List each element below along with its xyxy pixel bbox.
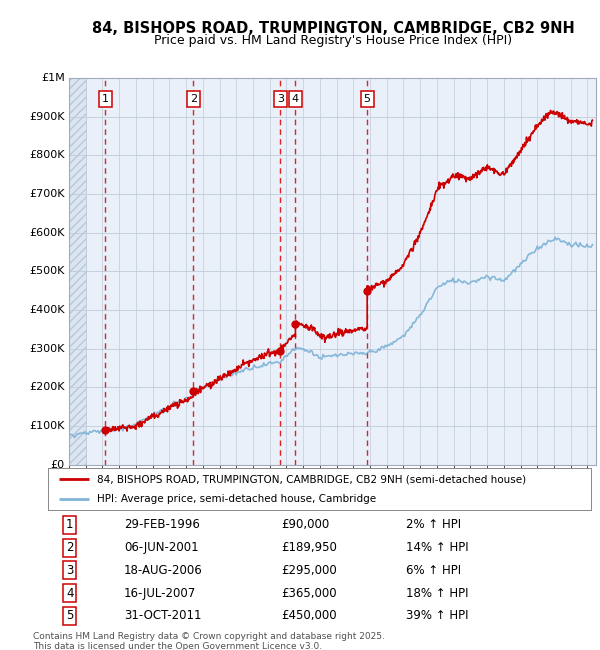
Text: 84, BISHOPS ROAD, TRUMPINGTON, CAMBRIDGE, CB2 9NH: 84, BISHOPS ROAD, TRUMPINGTON, CAMBRIDGE… <box>92 21 574 36</box>
Text: 1: 1 <box>101 94 109 104</box>
Text: 29-FEB-1996: 29-FEB-1996 <box>124 519 200 532</box>
Text: £450,000: £450,000 <box>281 610 337 623</box>
Text: £300K: £300K <box>29 344 65 354</box>
Text: £1M: £1M <box>41 73 65 83</box>
Text: 18-AUG-2006: 18-AUG-2006 <box>124 564 203 577</box>
Bar <box>69 78 86 465</box>
Text: 2: 2 <box>66 541 73 554</box>
Text: 2: 2 <box>190 94 197 104</box>
Text: Contains HM Land Registry data © Crown copyright and database right 2025.
This d: Contains HM Land Registry data © Crown c… <box>33 632 385 650</box>
Text: 31-OCT-2011: 31-OCT-2011 <box>124 610 202 623</box>
Text: 5: 5 <box>364 94 371 104</box>
Text: 4: 4 <box>66 586 73 599</box>
Text: £900K: £900K <box>29 112 65 122</box>
Text: £700K: £700K <box>29 189 65 199</box>
Text: £365,000: £365,000 <box>281 586 337 599</box>
Text: £400K: £400K <box>29 305 65 315</box>
Text: 3: 3 <box>66 564 73 577</box>
Text: £0: £0 <box>50 460 65 470</box>
Text: 1: 1 <box>66 519 73 532</box>
Text: £200K: £200K <box>29 382 65 393</box>
Text: £90,000: £90,000 <box>281 519 330 532</box>
Text: 5: 5 <box>66 610 73 623</box>
Text: 84, BISHOPS ROAD, TRUMPINGTON, CAMBRIDGE, CB2 9NH (semi-detached house): 84, BISHOPS ROAD, TRUMPINGTON, CAMBRIDGE… <box>97 474 526 484</box>
Text: Price paid vs. HM Land Registry's House Price Index (HPI): Price paid vs. HM Land Registry's House … <box>154 34 512 47</box>
Text: 4: 4 <box>292 94 299 104</box>
Text: HPI: Average price, semi-detached house, Cambridge: HPI: Average price, semi-detached house,… <box>97 494 376 504</box>
Text: £100K: £100K <box>29 421 65 431</box>
Text: 39% ↑ HPI: 39% ↑ HPI <box>406 610 469 623</box>
Text: £295,000: £295,000 <box>281 564 337 577</box>
Text: 6% ↑ HPI: 6% ↑ HPI <box>406 564 461 577</box>
Text: 2% ↑ HPI: 2% ↑ HPI <box>406 519 461 532</box>
Text: 14% ↑ HPI: 14% ↑ HPI <box>406 541 469 554</box>
Text: 16-JUL-2007: 16-JUL-2007 <box>124 586 196 599</box>
Text: 3: 3 <box>277 94 284 104</box>
Text: £800K: £800K <box>29 150 65 161</box>
Text: 06-JUN-2001: 06-JUN-2001 <box>124 541 199 554</box>
Text: £500K: £500K <box>29 266 65 276</box>
Text: 18% ↑ HPI: 18% ↑ HPI <box>406 586 469 599</box>
Text: £600K: £600K <box>29 227 65 238</box>
Text: £189,950: £189,950 <box>281 541 337 554</box>
